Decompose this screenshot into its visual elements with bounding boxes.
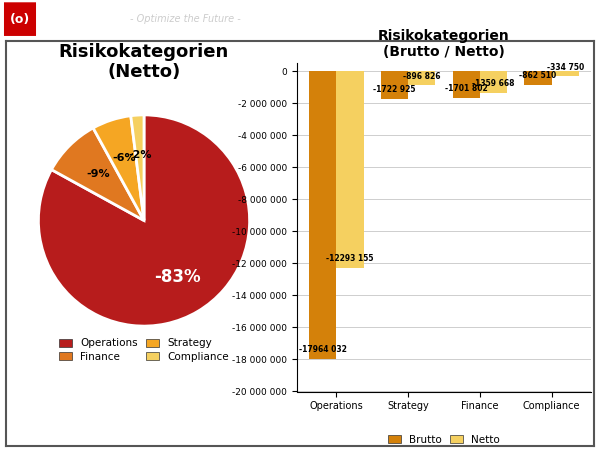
Wedge shape — [131, 115, 144, 220]
Bar — [452, 71, 480, 98]
Title: Risikokategorien
(Brutto / Netto): Risikokategorien (Brutto / Netto) — [378, 29, 510, 59]
Bar — [408, 71, 436, 86]
Legend: Operations, Finance, Strategy, Compliance: Operations, Finance, Strategy, Complianc… — [55, 334, 233, 366]
Bar — [309, 71, 337, 359]
FancyBboxPatch shape — [4, 2, 36, 36]
Bar — [524, 71, 551, 85]
Text: -9%: -9% — [86, 169, 110, 179]
Wedge shape — [93, 116, 144, 220]
Text: -2%: -2% — [128, 150, 152, 160]
Text: -896 826: -896 826 — [403, 72, 440, 81]
Text: -1722 925: -1722 925 — [373, 85, 416, 94]
Text: -862 510: -862 510 — [520, 71, 557, 80]
Bar — [381, 71, 408, 99]
Text: (o): (o) — [10, 13, 30, 26]
Text: -12293 155: -12293 155 — [326, 254, 374, 263]
Bar — [337, 71, 364, 268]
Text: Opture: Opture — [42, 10, 113, 28]
Text: -1359 668: -1359 668 — [472, 79, 515, 88]
Text: - Optimize the Future -: - Optimize the Future - — [130, 14, 241, 24]
Legend: Brutto, Netto: Brutto, Netto — [384, 430, 504, 449]
Wedge shape — [38, 115, 250, 326]
Wedge shape — [52, 128, 144, 220]
Text: -6%: -6% — [112, 153, 136, 163]
Text: -17964 032: -17964 032 — [299, 345, 347, 354]
Text: -334 750: -334 750 — [547, 63, 584, 72]
Bar — [480, 71, 507, 93]
Text: -83%: -83% — [154, 268, 200, 286]
Title: Risikokategorien
(Netto): Risikokategorien (Netto) — [59, 43, 229, 81]
Text: -1701 802: -1701 802 — [445, 85, 488, 94]
Bar — [551, 71, 579, 76]
